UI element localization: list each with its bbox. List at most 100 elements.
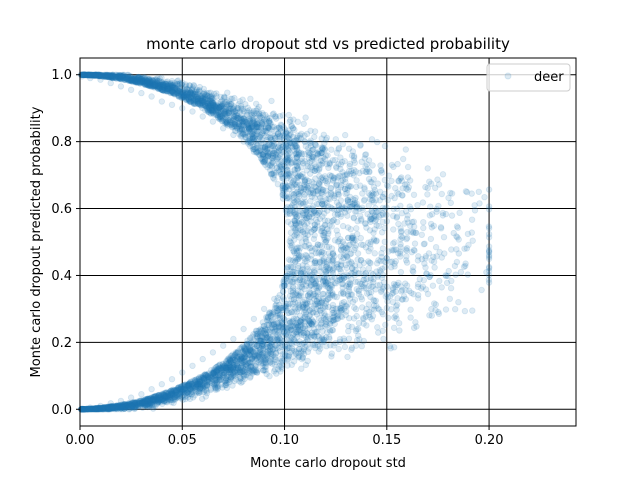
data-point [209,107,217,115]
data-point [153,78,161,86]
data-point [252,347,259,355]
data-point [302,325,309,332]
data-point [453,233,460,240]
data-point [342,178,349,186]
data-point [410,191,418,198]
data-point [303,263,310,270]
data-point [275,154,282,161]
data-point [302,114,309,121]
data-point [160,87,167,94]
data-point [191,91,199,98]
data-point [215,110,223,117]
data-point [300,265,307,272]
data-point [139,77,147,85]
data-point [379,265,386,272]
data-point [319,186,327,193]
data-point [442,306,450,313]
data-point [332,316,339,323]
data-point [229,355,237,362]
data-point [238,106,246,113]
data-point [125,74,132,81]
data-point [292,150,299,158]
data-point [259,350,266,357]
data-point [407,306,414,313]
data-point [267,343,274,350]
data-point [358,283,365,290]
data-point [90,71,98,79]
data-point [296,345,303,353]
data-point [342,251,349,258]
data-point [163,87,171,95]
data-point [380,335,387,343]
data-point [245,137,252,145]
data-point [324,152,331,159]
data-point [421,240,428,247]
data-point [277,355,284,362]
data-point [120,75,127,82]
data-point [306,268,313,275]
data-point [244,120,251,127]
data-point [357,142,364,149]
data-point [217,93,224,101]
data-point [332,136,339,143]
data-point [229,105,237,112]
data-point [164,85,171,93]
data-point [283,133,291,141]
data-point [345,283,353,290]
data-point [381,142,389,150]
data-point [301,132,308,139]
data-point [485,271,493,279]
data-point [264,163,271,171]
data-point [124,403,131,410]
data-point [89,405,97,413]
data-point [200,85,207,93]
data-point [204,106,212,113]
data-point [315,348,322,355]
data-point [383,283,391,290]
data-point [299,354,306,361]
data-point [286,135,293,142]
data-point [330,316,338,324]
data-point [306,244,313,252]
data-point [281,296,288,303]
data-point [222,364,229,371]
data-point [312,274,319,281]
data-point [353,286,360,293]
data-point [143,78,151,86]
data-point [262,363,270,370]
data-point [368,207,375,215]
data-point [330,191,337,198]
data-point [471,202,478,209]
data-point [144,75,152,83]
data-point [104,405,112,412]
data-point [435,308,442,316]
data-point [340,290,347,297]
data-point [303,182,310,189]
data-point [344,353,351,361]
data-point [206,380,214,387]
data-point [305,151,313,158]
data-point [117,72,124,79]
data-point [446,295,453,302]
data-point [313,282,320,290]
data-point [167,89,174,97]
data-point [295,190,303,198]
data-point [268,318,275,325]
data-point [223,366,230,373]
data-point [95,405,102,413]
data-point [337,290,345,297]
data-point [125,403,133,411]
data-point [296,304,303,311]
data-point [331,274,338,281]
data-point [412,229,419,236]
data-point [163,82,171,89]
data-point [126,400,134,408]
data-point [109,71,117,78]
data-point [272,113,279,120]
data-point [327,184,334,192]
data-point [319,337,327,344]
data-point [253,355,261,362]
data-point [328,353,335,360]
data-point [299,170,306,178]
data-point [338,261,345,268]
